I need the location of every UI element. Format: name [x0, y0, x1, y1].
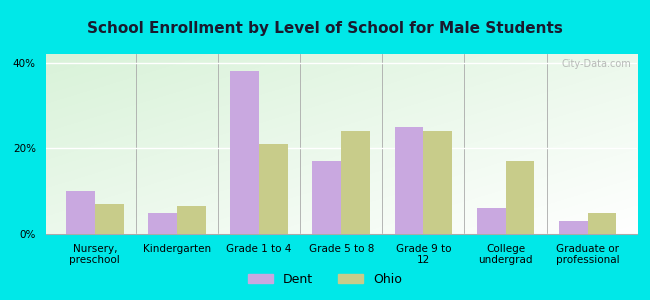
Bar: [313, 161, 341, 234]
Bar: [588, 213, 616, 234]
Bar: [395, 127, 423, 234]
Text: City-Data.com: City-Data.com: [562, 59, 631, 69]
Legend: Dent, Ohio: Dent, Ohio: [243, 268, 407, 291]
Bar: [423, 131, 452, 234]
Bar: [177, 206, 205, 234]
Bar: [341, 131, 370, 234]
Bar: [559, 221, 588, 234]
Bar: [95, 204, 124, 234]
Bar: [148, 213, 177, 234]
Bar: [477, 208, 506, 234]
Bar: [259, 144, 288, 234]
Bar: [66, 191, 95, 234]
Text: School Enrollment by Level of School for Male Students: School Enrollment by Level of School for…: [87, 21, 563, 36]
Bar: [230, 71, 259, 234]
Bar: [506, 161, 534, 234]
